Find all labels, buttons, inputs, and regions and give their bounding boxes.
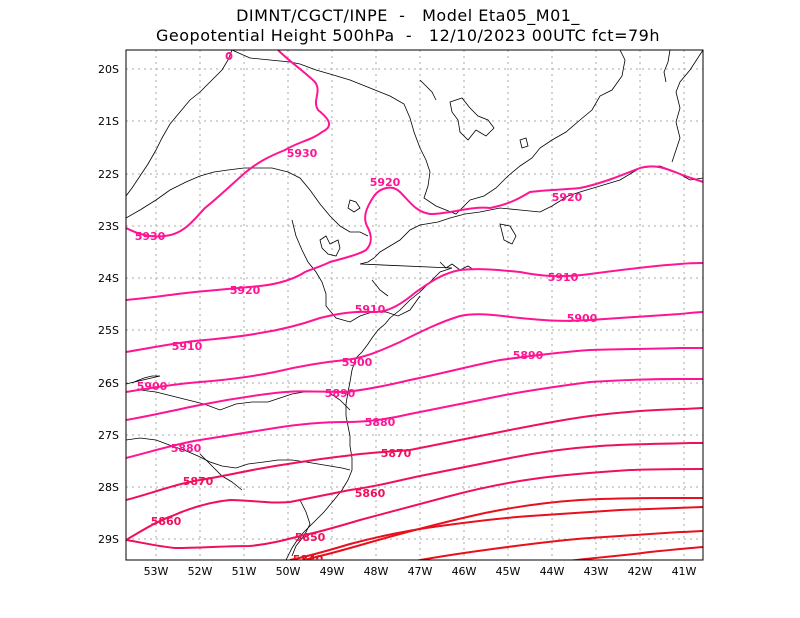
x-tick-label: 48W xyxy=(364,565,389,578)
y-tick-label: 27S xyxy=(98,429,119,442)
paranapanema xyxy=(126,167,369,237)
contour-label: 5910 xyxy=(355,303,386,316)
sc-rs-border xyxy=(126,437,351,471)
coast-detail-2 xyxy=(499,223,517,245)
lagoa-dos-patos xyxy=(291,499,311,557)
contour-label: 5920 xyxy=(370,176,401,189)
contour-line xyxy=(567,546,703,560)
contour-label: 5920 xyxy=(230,284,261,297)
contour-line xyxy=(415,530,703,560)
x-tick-label: 42W xyxy=(628,565,653,578)
contour-line xyxy=(126,165,703,301)
x-tick-label: 49W xyxy=(320,565,345,578)
contour-line xyxy=(300,497,703,560)
y-tick-label: 22S xyxy=(98,168,119,181)
state-border-3 xyxy=(199,453,243,491)
y-axis-labels: 20S 21S 22S 23S 24S 25S 26S 27S 28S 29S xyxy=(98,63,119,546)
x-tick-label: 41W xyxy=(672,565,697,578)
bay-detail-2 xyxy=(449,97,495,141)
contour-loop xyxy=(225,52,233,60)
contour-label: 5930 xyxy=(135,230,166,243)
contour-label: 5880 xyxy=(365,416,396,429)
contour-line xyxy=(289,506,703,560)
y-tick-label: 28S xyxy=(98,481,119,494)
contour-label: 5870 xyxy=(183,475,214,488)
border-detail-1 xyxy=(419,79,437,101)
mg-rj-border xyxy=(671,50,703,163)
contour-label: 5880 xyxy=(171,442,202,455)
y-tick-label: 20S xyxy=(98,63,119,76)
contour-line xyxy=(126,378,703,459)
y-tick-label: 26S xyxy=(98,377,119,390)
pr-border xyxy=(291,219,421,323)
y-tick-label: 23S xyxy=(98,220,119,233)
contour-label: 5920 xyxy=(552,191,583,204)
contour-line xyxy=(126,407,703,501)
contour-label: 5870 xyxy=(381,447,412,460)
grid-lines xyxy=(126,50,703,560)
contour-label: 5910 xyxy=(548,271,579,284)
reservoir-1 xyxy=(439,261,475,271)
x-tick-label: 44W xyxy=(540,565,565,578)
y-tick-label: 24S xyxy=(98,272,119,285)
contour-line xyxy=(126,468,703,550)
contour-line xyxy=(126,311,703,393)
x-tick-label: 51W xyxy=(232,565,257,578)
contour-label: 5900 xyxy=(342,356,373,369)
state-border-1 xyxy=(469,50,626,201)
contour-label: 5860 xyxy=(355,487,386,500)
contour-line xyxy=(126,262,703,353)
contour-labels: 5930 5930 5920 5920 5920 5910 5910 5910 … xyxy=(135,147,598,566)
x-tick-label: 43W xyxy=(584,565,609,578)
contour-line xyxy=(126,347,703,421)
x-tick-label: 52W xyxy=(188,565,213,578)
sp-mg-border xyxy=(231,50,471,215)
coast-detail-3 xyxy=(371,279,389,297)
island-1 xyxy=(519,137,529,149)
x-tick-label: 46W xyxy=(452,565,477,578)
contour-label: 5890 xyxy=(325,387,356,400)
contour-line xyxy=(126,50,331,238)
title-line-2: Geopotential Height 500hPa - 12/10/2023 … xyxy=(156,26,660,45)
contour-label: 5890 xyxy=(513,349,544,362)
pr-sc-border xyxy=(126,389,351,411)
x-tick-label: 47W xyxy=(408,565,433,578)
contour-label: 5850 xyxy=(295,531,326,544)
river-grande xyxy=(126,50,233,197)
contour-lines xyxy=(126,50,703,560)
x-tick-label: 53W xyxy=(144,565,169,578)
contour-label: 5930 xyxy=(287,147,318,160)
y-tick-label: 25S xyxy=(98,324,119,337)
coast-detail-1 xyxy=(347,199,361,213)
state-border-2 xyxy=(663,50,671,83)
contour-label: 5900 xyxy=(137,380,168,393)
title-line-1: DIMNT/CGCT/INPE - Model Eta05_M01_ xyxy=(236,6,580,25)
argentina-border xyxy=(126,375,161,385)
bay-detail-1 xyxy=(319,235,341,257)
contour-line xyxy=(126,442,703,541)
y-tick-label: 21S xyxy=(98,115,119,128)
x-axis-labels: 53W 52W 51W 50W 49W 48W 47W 46W 45W 44W … xyxy=(144,565,697,578)
y-tick-label: 29S xyxy=(98,533,119,546)
contour-label: 5860 xyxy=(151,515,182,528)
map-frame xyxy=(125,49,704,561)
contour-label: 5900 xyxy=(567,312,598,325)
x-tick-label: 50W xyxy=(276,565,301,578)
x-tick-label: 45W xyxy=(496,565,521,578)
contour-label: 5840 xyxy=(293,553,324,566)
contour-label: 5910 xyxy=(172,340,203,353)
